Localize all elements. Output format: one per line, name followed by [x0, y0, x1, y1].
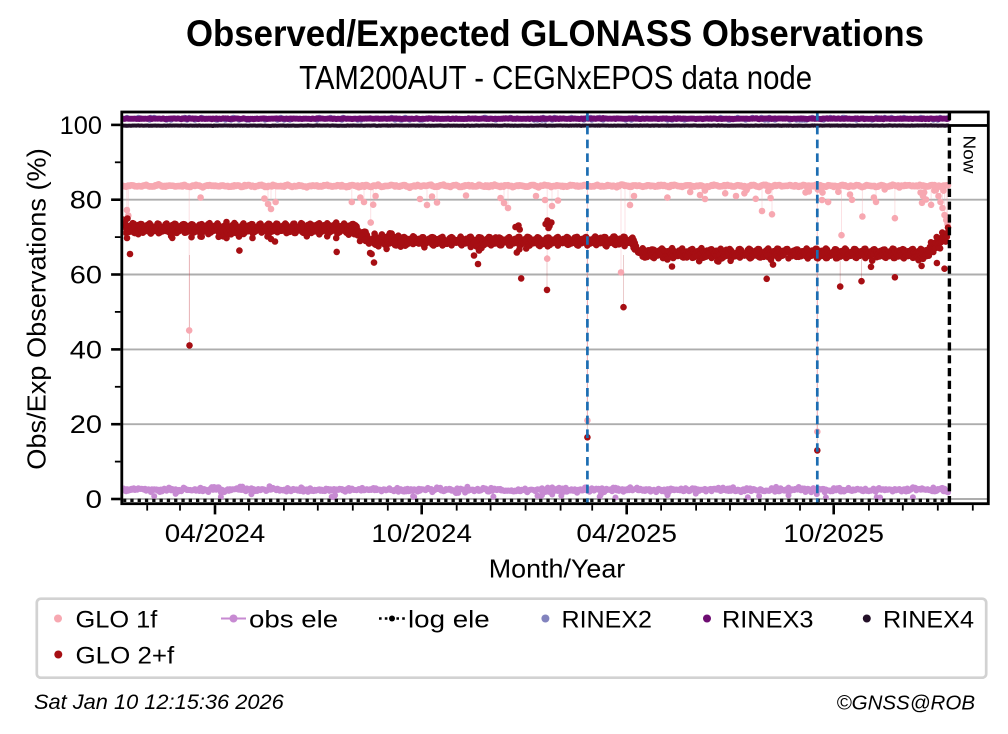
svg-text:100: 100 [60, 112, 102, 140]
svg-text:0: 0 [86, 486, 103, 514]
svg-text:Month/Year: Month/Year [489, 554, 626, 584]
svg-text:GLO 1f: GLO 1f [76, 606, 158, 633]
svg-text:TAM200AUT - CEGNxEPOS data nod: TAM200AUT - CEGNxEPOS data node [299, 59, 812, 96]
svg-text:10/2024: 10/2024 [371, 520, 472, 548]
svg-text:10/2025: 10/2025 [783, 520, 884, 548]
svg-text:RINEX4: RINEX4 [883, 606, 974, 633]
svg-text:Observed/Expected GLONASS Obse: Observed/Expected GLONASS Observations [186, 13, 924, 54]
svg-text:RINEX3: RINEX3 [722, 606, 813, 633]
svg-text:40: 40 [70, 336, 102, 364]
svg-text:log ele: log ele [408, 606, 490, 633]
svg-text:GLO 2+f: GLO 2+f [76, 642, 175, 669]
svg-text:RINEX2: RINEX2 [562, 606, 653, 633]
svg-text:©GNSS@ROB: ©GNSS@ROB [837, 692, 976, 715]
svg-text:Obs/Exp Observations (%): Obs/Exp Observations (%) [22, 148, 52, 470]
svg-text:Sat Jan 10 12:15:36 2026: Sat Jan 10 12:15:36 2026 [34, 691, 284, 714]
svg-text:80: 80 [70, 187, 102, 215]
svg-text:obs ele: obs ele [249, 606, 338, 633]
svg-text:04/2025: 04/2025 [576, 520, 677, 548]
svg-text:20: 20 [70, 411, 102, 439]
svg-text:60: 60 [70, 262, 102, 290]
svg-text:Now: Now [960, 136, 980, 174]
svg-text:04/2024: 04/2024 [165, 520, 266, 548]
